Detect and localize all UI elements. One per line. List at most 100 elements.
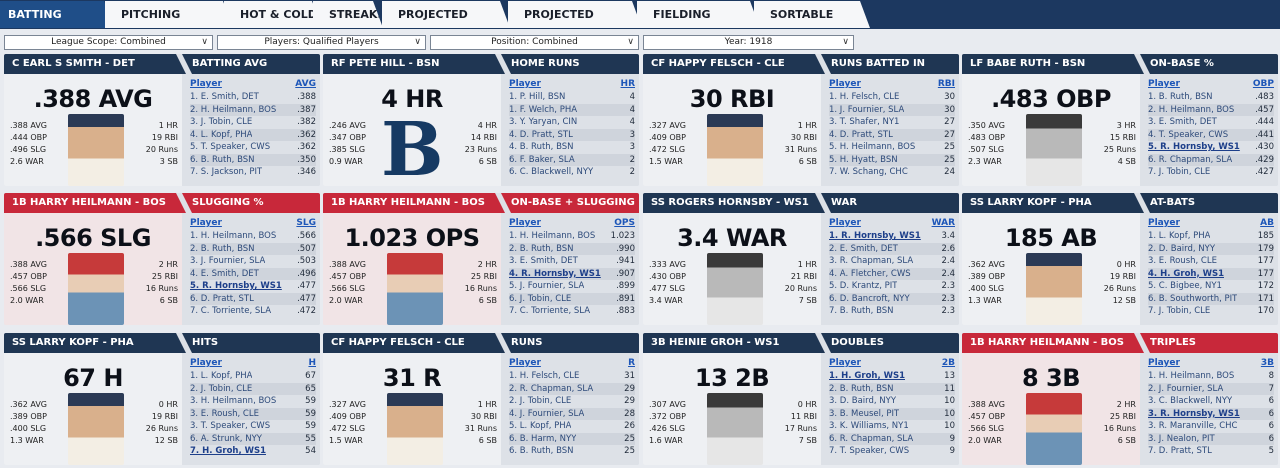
table-row[interactable]: 2. E. Smith, DET 2.6 [829,242,955,255]
stat-column-header[interactable]: H [308,358,316,368]
player-column-header[interactable]: Player [829,218,861,228]
table-row[interactable]: 6. F. Baker, SLA 2 [509,153,635,166]
player-name-link[interactable]: 4. R. Hornsby, WS1 [509,268,601,279]
table-row[interactable]: 1. B. Ruth, BSN .483 [1148,91,1274,104]
player-name-link[interactable]: 5. H. Heilmann, BOS [829,142,916,152]
player-header[interactable]: CF HAPPY FELSCH - CLE [323,333,505,353]
table-row[interactable]: 1. L. Kopf, PHA 185 [1148,230,1274,243]
table-row[interactable]: 7. J. Tobin, CLE .427 [1148,166,1274,179]
table-row[interactable]: 4. E. Smith, DET .496 [190,267,316,280]
player-name-link[interactable]: 6. J. Tobin, CLE [509,293,572,304]
player-name-link[interactable]: 1. R. Hornsby, WS1 [829,231,921,241]
player-header[interactable]: 1B HARRY HEILMANN - BOS [962,333,1144,353]
table-row[interactable]: 3. C. Blackwell, NYY 6 [1148,395,1274,408]
players-dropdown[interactable]: Players: Qualified Players ∨ [217,35,426,50]
table-row[interactable]: 5. D. Krantz, PIT 2.3 [829,280,955,293]
table-row[interactable]: 3. J. Tobin, CLE .382 [190,116,316,129]
player-photo[interactable] [68,253,124,325]
table-row[interactable]: 1. J. Fournier, SLA 30 [829,103,955,116]
player-name-link[interactable]: 7. J. Tobin, CLE [1148,306,1211,316]
tab-streaks[interactable]: STREAKS [313,1,383,28]
table-row[interactable]: 1. L. Kopf, PHA 67 [190,370,316,383]
player-column-header[interactable]: Player [829,79,861,89]
player-header[interactable]: 1B HARRY HEILMANN - BOS [4,193,186,213]
stat-column-header[interactable]: AB [1260,218,1274,228]
player-name-link[interactable]: 3. D. Baird, NYY [829,396,897,406]
player-name-link[interactable]: 3. R. Maranville, CHC [1148,421,1238,431]
table-row[interactable]: 5. H. Heilmann, BOS 25 [829,141,955,154]
player-photo[interactable] [68,114,124,186]
player-photo[interactable] [387,253,443,325]
table-row[interactable]: 2. B. Ruth, BSN .507 [190,242,316,255]
table-row[interactable]: 1. F. Welch, PHA 4 [509,103,635,116]
player-name-link[interactable]: 4. E. Smith, DET [190,268,259,279]
player-column-header[interactable]: Player [509,79,541,89]
stat-column-header[interactable]: SLG [296,218,316,228]
table-row[interactable]: 6. A. Strunk, NYY 55 [190,432,316,445]
player-name-link[interactable]: 6. A. Strunk, NYY [190,433,262,444]
player-photo[interactable] [387,393,443,465]
player-name-link[interactable]: 5. R. Hornsby, WS1 [190,281,282,291]
player-name-link[interactable]: 4. T. Speaker, CWS [1148,129,1229,140]
player-column-header[interactable]: Player [190,358,222,368]
table-row[interactable]: 3. Y. Yaryan, CIN 4 [509,116,635,129]
table-row[interactable]: 6. B. Ruth, BSN .350 [190,153,316,166]
player-name-link[interactable]: 3. H. Heilmann, BOS [190,396,277,406]
player-name-link[interactable]: 3. J. Fournier, SLA [190,256,266,266]
player-name-link[interactable]: 3. B. Meusel, PIT [829,408,900,419]
table-row[interactable]: 4. D. Pratt, STL 3 [509,128,635,141]
player-header[interactable]: SS ROGERS HORNSBY - WS1 [643,193,825,213]
table-row[interactable]: 5. T. Speaker, CWS .362 [190,141,316,154]
table-row[interactable]: 3. E. Roush, CLE 177 [1148,255,1274,268]
table-row[interactable]: 6. R. Chapman, SLA 9 [829,432,955,445]
player-name-link[interactable]: 6. C. Blackwell, NYY [509,167,594,177]
player-name-link[interactable]: 1. L. Kopf, PHA [1148,231,1211,241]
table-row[interactable]: 2. J. Tobin, CLE 29 [509,395,635,408]
player-name-link[interactable]: 1. H. Felsch, CLE [829,92,900,102]
player-name-link[interactable]: 5. L. Kopf, PHA [509,421,572,431]
player-header[interactable]: SS LARRY KOPF - PHA [962,193,1144,213]
table-row[interactable]: 4. L. Kopf, PHA .362 [190,128,316,141]
player-name-link[interactable]: 6. D. Pratt, STL [190,293,254,304]
player-name-link[interactable]: 3. T. Shafer, NY1 [829,117,900,127]
player-name-link[interactable]: 4. L. Kopf, PHA [190,129,253,140]
table-row[interactable]: 1. H. Heilmann, BOS 1.023 [509,230,635,243]
table-row[interactable]: 7. J. Tobin, CLE 170 [1148,305,1274,318]
player-name-link[interactable]: 2. B. Ruth, BSN [190,243,255,254]
player-name-link[interactable]: 3. C. Blackwell, NYY [1148,396,1233,406]
player-photo[interactable] [1026,253,1082,325]
table-row[interactable]: 1. H. Felsch, CLE 31 [509,370,635,383]
stat-column-header[interactable]: AVG [295,79,316,89]
player-name-link[interactable]: 2. J. Tobin, CLE [509,396,572,406]
player-header[interactable]: 3B HEINIE GROH - WS1 [643,333,825,353]
player-name-link[interactable]: 4. B. Ruth, BSN [509,142,574,152]
table-row[interactable]: 7. T. Speaker, CWS 9 [829,445,955,458]
player-name-link[interactable]: 2. J. Fournier, SLA [1148,383,1224,394]
table-row[interactable]: 1. E. Smith, DET .388 [190,91,316,104]
player-name-link[interactable]: 5. H. Hyatt, BSN [829,154,898,165]
player-name-link[interactable]: 5. J. Fournier, SLA [509,281,585,291]
player-column-header[interactable]: Player [509,218,541,228]
table-row[interactable]: 7. D. Pratt, STL 5 [1148,445,1274,458]
player-name-link[interactable]: 1. B. Ruth, BSN [1148,92,1213,102]
player-name-link[interactable]: 1. H. Heilmann, BOS [1148,371,1235,381]
player-name-link[interactable]: 5. T. Speaker, CWS [190,142,271,152]
tab-pitching-leaders[interactable]: PITCHING LEADERS [105,1,233,28]
player-photo[interactable] [707,253,763,325]
player-name-link[interactable]: 6. B. Ruth, BSN [190,154,255,165]
player-name-link[interactable]: 3. R. Chapman, SLA [829,256,914,266]
table-row[interactable]: 1. H. Felsch, CLE 30 [829,91,955,104]
table-row[interactable]: 5. L. Kopf, PHA 26 [509,420,635,433]
table-row[interactable]: 3. J. Nealon, PIT 6 [1148,432,1274,445]
player-name-link[interactable]: 4. H. Groh, WS1 [1148,268,1225,279]
player-name-link[interactable]: 1. H. Felsch, CLE [509,371,580,381]
player-photo[interactable] [68,393,124,465]
table-row[interactable]: 3. H. Heilmann, BOS 59 [190,395,316,408]
player-name-link[interactable]: 3. R. Hornsby, WS1 [1148,408,1240,419]
stat-column-header[interactable]: OBP [1252,79,1274,89]
table-row[interactable]: 3. B. Meusel, PIT 10 [829,407,955,420]
table-row[interactable]: 1. P. Hill, BSN 4 [509,91,635,104]
player-name-link[interactable]: 5. R. Hornsby, WS1 [1148,142,1240,152]
stat-column-header[interactable]: 2B [941,358,955,368]
table-row[interactable]: 5. J. Fournier, SLA .899 [509,280,635,293]
